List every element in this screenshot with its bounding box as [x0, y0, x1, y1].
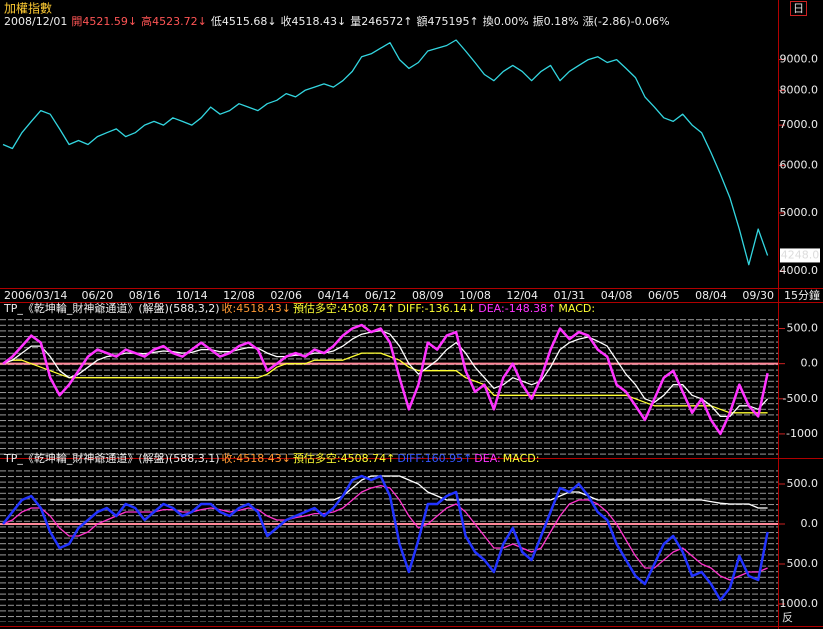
- y-tick-label: 6000.0: [780, 158, 819, 171]
- quote-field: 高4523.72↓: [141, 14, 207, 28]
- x-tick-label: 02/06: [270, 289, 302, 302]
- legend-entry: 收:4518.43↓: [222, 451, 291, 465]
- series-line: [2, 39, 769, 266]
- x-tick-label: 09/30: [742, 289, 774, 302]
- y-tick-label: 9000.0: [780, 53, 819, 66]
- x-tick-label: 12/08: [223, 289, 255, 302]
- x-tick-label: 2006/03/14: [4, 289, 67, 302]
- quote-info: 2008/12/01 開4521.59↓ 高4523.72↓ 低4515.68↓ 收45…: [4, 14, 670, 28]
- series-line: [2, 323, 769, 436]
- series-line: [2, 329, 769, 418]
- window-icon: 日: [793, 2, 804, 15]
- legend-entry: MACD:: [503, 452, 540, 465]
- panel-legend: TP_《乾坤輪_財神爺通道》(解盤)(588,3,1) 收:4518.43↓ 預估多…: [3, 451, 539, 465]
- x-tick-label: 08/16: [129, 289, 161, 302]
- legend-entry: 預估多空:4508.74↑: [293, 451, 395, 465]
- chart-title: 加權指數: [4, 1, 52, 16]
- legend-entry: 收:4518.43↓: [222, 301, 291, 315]
- y-tick-label: -1000: [786, 427, 818, 440]
- y-tick-label: 5000.0: [780, 206, 819, 219]
- x-tick-label: 06/20: [82, 289, 114, 302]
- legend-entry: DIFF:-136.14↓: [397, 302, 476, 315]
- quote-field: 振0.18%: [533, 14, 579, 28]
- y-tick-label: 500.0: [787, 477, 819, 490]
- y-tick-label: 500.0: [787, 322, 819, 335]
- x-tick-label: 01/31: [554, 289, 586, 302]
- panel-texture: [0, 318, 778, 455]
- y-tick-label: 8000.0: [780, 83, 819, 96]
- series-line: [2, 474, 769, 602]
- x-unit-label: 15分鐘: [784, 288, 820, 302]
- y-tick-label: 0.0: [801, 517, 819, 530]
- legend-entry: TP_《乾坤輪_財神爺通道》(解盤)(588,3,1): [3, 451, 220, 465]
- x-tick-label: 12/04: [506, 289, 538, 302]
- panel-legend: TP_《乾坤輪_財神爺通道》(解盤)(588,3,2) 收:4518.43↓ 預估多…: [3, 301, 595, 315]
- y-tick-label: 4000.0: [780, 264, 819, 277]
- series-line: [2, 352, 768, 414]
- legend-entry: DIFF:160.95↑: [397, 452, 472, 465]
- x-tick-label: 04/08: [601, 289, 633, 302]
- x-tick-label: 06/12: [365, 289, 397, 302]
- last-value-box: [780, 248, 820, 263]
- quote-field: 2008/12/01: [4, 15, 67, 28]
- x-tick-label: 06/05: [648, 289, 680, 302]
- legend-entry: 預估多空:4508.74↑: [293, 301, 395, 315]
- quote-field: 低4515.68↓: [211, 15, 277, 28]
- legend-entry: DEA:-148.38↑: [478, 302, 556, 315]
- x-tick-label: 04/14: [318, 289, 350, 302]
- series-line: [50, 475, 768, 509]
- y-tick-label: 7000.0: [780, 118, 819, 131]
- x-tick-label: 08/04: [695, 289, 727, 302]
- quote-field: 漲(-2.86)-0.06%: [583, 15, 670, 28]
- legend-entry: DEA:: [474, 452, 500, 465]
- corner-label: 反: [782, 611, 793, 624]
- x-tick-label: 10/08: [459, 289, 491, 302]
- quote-field: 開4521.59↓: [71, 15, 137, 28]
- y-tick-label: -500.0: [783, 392, 818, 405]
- legend-entry: TP_《乾坤輪_財神爺通道》(解盤)(588,3,2): [3, 301, 220, 315]
- x-tick-label: 08/09: [412, 289, 444, 302]
- quote-field: 收4518.43↓: [281, 14, 347, 28]
- x-tick-label: 10/14: [176, 289, 208, 302]
- last-value-label: 4248.0: [781, 248, 820, 261]
- quote-field: 額475195↑: [417, 15, 479, 28]
- quote-field: 換0.00%: [483, 15, 529, 28]
- y-tick-label: 500.0: [787, 557, 819, 570]
- legend-entry: MACD:: [558, 302, 595, 315]
- y-tick-label: 0.0: [801, 357, 819, 370]
- y-tick-label: 1000.0: [780, 597, 819, 610]
- quote-field: 量246572↑: [350, 15, 412, 28]
